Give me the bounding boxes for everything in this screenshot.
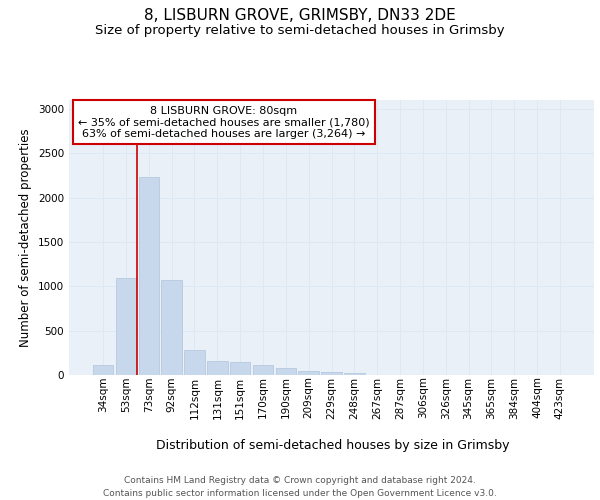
Bar	[207, 361, 227, 375]
Bar	[139, 177, 159, 375]
Bar	[93, 365, 113, 375]
Bar	[275, 368, 296, 375]
Bar	[230, 362, 250, 375]
Text: Contains HM Land Registry data © Crown copyright and database right 2024.
Contai: Contains HM Land Registry data © Crown c…	[103, 476, 497, 498]
Bar	[161, 280, 182, 375]
Bar	[298, 370, 319, 375]
Bar	[253, 365, 273, 375]
Text: 8 LISBURN GROVE: 80sqm
← 35% of semi-detached houses are smaller (1,780)
63% of : 8 LISBURN GROVE: 80sqm ← 35% of semi-det…	[78, 106, 370, 138]
Bar	[184, 350, 205, 375]
Text: Size of property relative to semi-detached houses in Grimsby: Size of property relative to semi-detach…	[95, 24, 505, 37]
Bar	[321, 372, 342, 375]
Y-axis label: Number of semi-detached properties: Number of semi-detached properties	[19, 128, 32, 347]
Text: 8, LISBURN GROVE, GRIMSBY, DN33 2DE: 8, LISBURN GROVE, GRIMSBY, DN33 2DE	[144, 8, 456, 22]
Text: Distribution of semi-detached houses by size in Grimsby: Distribution of semi-detached houses by …	[156, 440, 510, 452]
Bar	[344, 373, 365, 375]
Bar	[116, 278, 136, 375]
